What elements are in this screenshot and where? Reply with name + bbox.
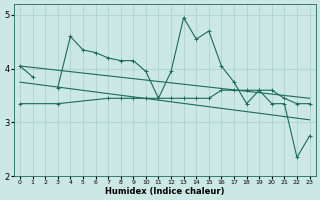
X-axis label: Humidex (Indice chaleur): Humidex (Indice chaleur)	[105, 187, 225, 196]
